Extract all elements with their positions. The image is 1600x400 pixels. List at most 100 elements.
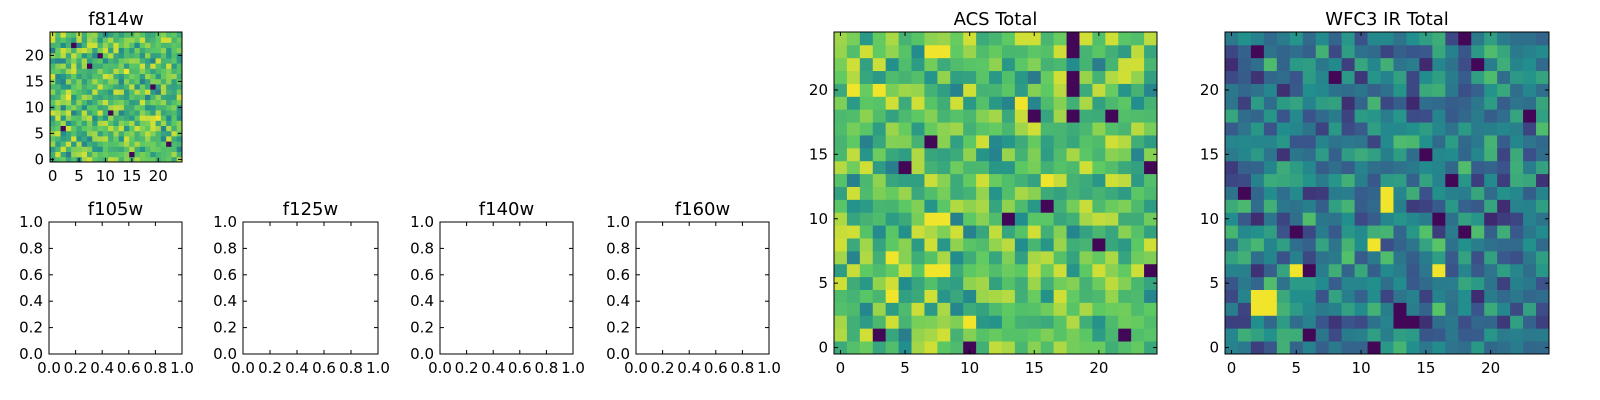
f814w-cell — [139, 136, 146, 142]
wfc3-ir-total-cell — [1406, 173, 1420, 187]
wfc3-ir-total-cell — [1250, 160, 1265, 175]
wfc3-ir-total-cell — [1380, 199, 1394, 213]
acs-total-cell — [1118, 186, 1132, 200]
wfc3-ir-total-cell — [1406, 44, 1420, 59]
f814w-cell — [50, 89, 56, 95]
f814w-cell — [118, 63, 125, 69]
acs-total-cell — [1144, 57, 1158, 72]
wfc3-ir-total-cell — [1484, 212, 1498, 226]
wfc3-ir-total-cell — [1341, 147, 1355, 162]
f814w-cell — [55, 78, 61, 85]
f814w-cell — [55, 73, 61, 80]
acs-total-cell — [1053, 122, 1067, 136]
acs-total-cell — [859, 199, 874, 213]
acs-total-cell — [911, 276, 925, 290]
acs-total-x-tick-label: 15 — [1025, 359, 1044, 377]
wfc3-ir-total-cell — [1523, 173, 1537, 187]
f814w-cell — [102, 120, 109, 126]
f814w-cell — [71, 63, 77, 69]
acs-total-cell — [976, 289, 990, 303]
acs-total-cell — [859, 250, 874, 265]
wfc3-ir-total-cell — [1354, 57, 1368, 72]
f814w-cell — [86, 78, 93, 85]
wfc3-ir-total-cell — [1445, 96, 1459, 110]
acs-total-cell — [872, 341, 887, 355]
acs-total-cell — [1001, 212, 1016, 226]
f814w-cell — [86, 63, 93, 69]
wfc3-ir-total-cell — [1484, 276, 1498, 290]
acs-total-cell — [846, 96, 861, 110]
f814w-cell — [150, 89, 156, 95]
f814w-cell — [118, 52, 125, 59]
wfc3-ir-total-cell — [1367, 96, 1381, 110]
acs-total-cell — [950, 122, 964, 136]
acs-total-cell — [885, 276, 899, 290]
acs-total-cell — [963, 302, 977, 316]
acs-total-cell — [1118, 57, 1132, 72]
f814w-cell — [50, 84, 56, 90]
f814w-cell — [145, 73, 151, 80]
f814w-cell — [139, 89, 146, 95]
wfc3-ir-total-cell — [1328, 109, 1343, 123]
wfc3-ir-total-cell — [1393, 122, 1407, 136]
acs-total-cell — [1105, 44, 1119, 59]
f814w-cell — [102, 136, 109, 142]
acs-total-cell — [859, 44, 874, 59]
acs-total-cell — [1144, 276, 1158, 290]
acs-total-cell — [911, 225, 925, 239]
f814w-cell — [139, 120, 146, 126]
acs-total-cell — [1027, 57, 1042, 72]
wfc3-ir-total-cell — [1354, 341, 1368, 355]
acs-total-cell — [911, 250, 925, 265]
f814w-cell — [134, 52, 141, 59]
wfc3-ir-total-cell — [1225, 135, 1239, 149]
wfc3-ir-total-cell — [1380, 109, 1394, 123]
acs-total-cell — [963, 276, 977, 290]
f814w-cell — [155, 104, 162, 111]
acs-total-cell — [1014, 44, 1029, 59]
acs-total-cell — [989, 263, 1003, 278]
wfc3-ir-total-cell — [1510, 109, 1524, 123]
acs-total-cell — [911, 289, 925, 303]
acs-total-cell — [1131, 199, 1145, 213]
acs-total-cell — [834, 160, 848, 175]
f814w-cell — [123, 125, 130, 132]
wfc3-ir-total-cell — [1250, 238, 1265, 252]
f814w-cell — [166, 125, 172, 132]
f814w-cell — [60, 32, 67, 38]
wfc3-ir-total-cell — [1393, 57, 1407, 72]
acs-total-cell — [976, 302, 990, 316]
f814w-cell — [150, 125, 156, 132]
wfc3-ir-total-cell — [1328, 199, 1343, 213]
wfc3-ir-total-cell — [1237, 276, 1252, 290]
wfc3-ir-total-cell — [1315, 199, 1330, 213]
f140w-y-tick-label: 0.0 — [410, 345, 434, 363]
f814w-cell — [176, 58, 183, 64]
wfc3-ir-total-cell — [1536, 341, 1550, 355]
wfc3-ir-total-cell — [1536, 70, 1550, 84]
f814w-cell — [166, 47, 172, 54]
acs-total-cell — [1079, 173, 1093, 187]
acs-total-cell — [963, 70, 977, 84]
wfc3-ir-total-cell — [1419, 83, 1433, 97]
f814w-cell — [139, 115, 146, 121]
f814w-cell — [134, 73, 141, 80]
acs-total-cell — [963, 238, 977, 252]
wfc3-ir-total-cell — [1276, 315, 1291, 329]
acs-total-cell — [1014, 302, 1029, 316]
f814w-cell — [55, 115, 61, 121]
f125w-x-tick-label: 0.8 — [339, 359, 363, 377]
f140w-x-tick-label: 1.0 — [561, 359, 585, 377]
wfc3-ir-total-cell — [1367, 70, 1381, 84]
wfc3-ir-total-cell — [1523, 302, 1537, 316]
wfc3-ir-total-cell — [1380, 83, 1394, 97]
acs-total-cell — [846, 173, 861, 187]
f814w-cell — [129, 42, 135, 48]
wfc3-ir-total-cell — [1237, 341, 1252, 355]
f125w-y-tick-label: 0.6 — [213, 266, 237, 284]
acs-total-cell — [989, 32, 1003, 46]
wfc3-ir-total-cell — [1536, 173, 1550, 187]
f814w-cell — [102, 63, 109, 69]
acs-total-cell — [1040, 160, 1055, 175]
acs-total-cell — [950, 315, 964, 329]
